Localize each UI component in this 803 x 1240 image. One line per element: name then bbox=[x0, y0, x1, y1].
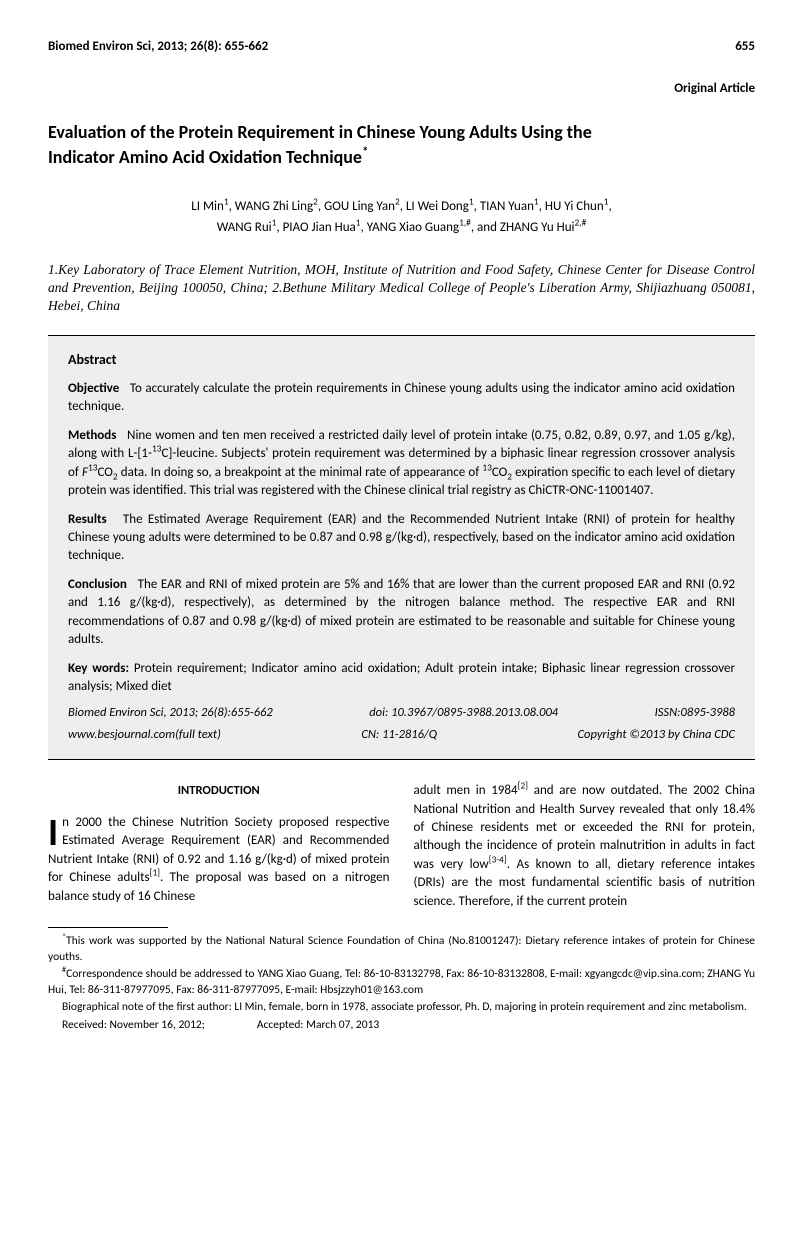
page-number: 655 bbox=[735, 38, 755, 56]
running-header: Biomed Environ Sci, 2013; 26(8): 655-662… bbox=[48, 38, 755, 56]
footnote-funding: *This work was supported by the National… bbox=[48, 934, 755, 965]
footnote-correspondence: #Correspondence should be addressed to Y… bbox=[48, 967, 755, 998]
footnote-separator bbox=[48, 927, 168, 928]
journal-cite: Biomed Environ Sci, 2013; 26(8): 655-662 bbox=[48, 38, 268, 56]
footnote-bio: Biographical note of the first author: L… bbox=[48, 1000, 755, 1016]
abstract-box: Abstract Objective To accurately calcula… bbox=[48, 335, 755, 760]
title-footnote-mark: * bbox=[362, 145, 368, 160]
citation-row-2: www.besjournal.com(full text) CN: 11-281… bbox=[68, 726, 735, 744]
abstract-methods: Methods Nine women and ten men received … bbox=[68, 427, 735, 501]
dropcap: I bbox=[48, 814, 62, 850]
title-line-2: Indicator Amino Acid Oxidation Technique bbox=[48, 146, 362, 168]
column-right: adult men in 1984[2] and are now outdate… bbox=[414, 782, 756, 911]
intro-heading: INTRODUCTION bbox=[48, 782, 390, 800]
column-left: INTRODUCTION In 2000 the Chinese Nutriti… bbox=[48, 782, 390, 911]
keywords: Key words: Protein requirement; Indicato… bbox=[68, 660, 735, 696]
abstract-heading: Abstract bbox=[68, 350, 735, 370]
footnotes: *This work was supported by the National… bbox=[48, 934, 755, 1033]
article-type: Original Article bbox=[48, 80, 755, 98]
intro-para-left: In 2000 the Chinese Nutrition Society pr… bbox=[48, 814, 390, 906]
intro-para-right: adult men in 1984[2] and are now outdate… bbox=[414, 782, 756, 911]
abstract-results: Results The Estimated Average Requiremen… bbox=[68, 511, 735, 566]
footnote-dates: Received: November 16, 2012; Accepted: M… bbox=[48, 1018, 755, 1034]
article-title: Evaluation of the Protein Requirement in… bbox=[48, 120, 755, 169]
title-line-1: Evaluation of the Protein Requirement in… bbox=[48, 121, 592, 143]
body-columns: INTRODUCTION In 2000 the Chinese Nutriti… bbox=[48, 782, 755, 911]
citation-row-1: Biomed Environ Sci, 2013; 26(8):655-662 … bbox=[68, 704, 735, 722]
author-list: LI Min1, WANG Zhi Ling2, GOU Ling Yan2, … bbox=[48, 197, 755, 239]
abstract-conclusion: Conclusion The EAR and RNI of mixed prot… bbox=[68, 576, 735, 650]
abstract-objective: Objective To accurately calculate the pr… bbox=[68, 380, 735, 417]
affiliations: 1.Key Laboratory of Trace Element Nutrit… bbox=[48, 261, 755, 316]
